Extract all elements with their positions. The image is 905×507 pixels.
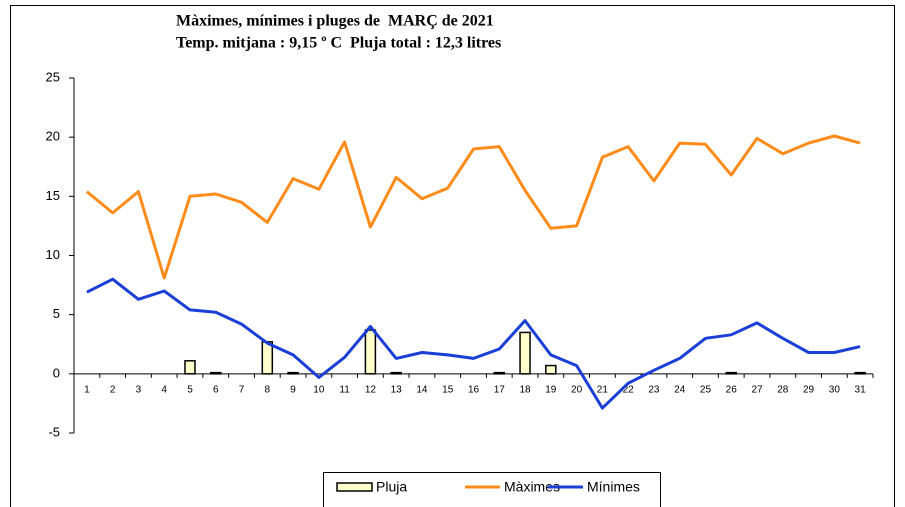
bar: [545, 364, 557, 375]
x-tick-label: 14: [416, 384, 428, 395]
x-tick-label: 13: [391, 384, 403, 395]
x-tick-label: 7: [239, 384, 245, 395]
bar: [493, 371, 506, 375]
x-tick-label: 3: [136, 384, 142, 395]
x-tick-label: 1: [84, 384, 90, 395]
bar: [287, 371, 299, 375]
x-tick-label: 4: [161, 384, 167, 395]
legend-label: Pluja: [376, 479, 407, 495]
x-tick-label: 10: [313, 384, 325, 395]
x-tick-label: 20: [571, 384, 583, 395]
x-tick-label: 9: [290, 384, 296, 395]
x-tick-label: 2: [110, 384, 116, 395]
y-tick-label: 15: [46, 188, 60, 203]
x-tick-label: 23: [648, 384, 660, 395]
bar: [184, 360, 196, 375]
bar: [854, 371, 866, 375]
x-tick-label: 22: [623, 384, 635, 395]
line: [85, 134, 861, 280]
bar: [519, 331, 531, 375]
x-tick-label: 11: [339, 384, 350, 395]
x-tick-label: 8: [265, 384, 271, 395]
bar: [210, 371, 222, 375]
x-tick-label: 30: [829, 384, 841, 395]
bar: [364, 329, 377, 375]
x-tick-label: 15: [442, 384, 454, 395]
y-tick-label: 20: [46, 129, 60, 144]
y-tick-label: 0: [53, 365, 60, 380]
chart-title: Màximes, mínimes i pluges de MARÇ de 202…: [176, 13, 494, 30]
bar: [725, 371, 737, 375]
y-tick-label: 10: [46, 247, 60, 262]
bar: [261, 341, 274, 375]
y-tick-label: -5: [48, 424, 60, 439]
x-tick-label: 24: [674, 384, 686, 395]
x-tick-label: 25: [700, 384, 712, 395]
legend-swatch: [336, 482, 373, 492]
x-tick-label: 21: [597, 384, 609, 395]
line: [86, 277, 861, 410]
legend-label: Màximes: [504, 479, 560, 495]
x-tick-label: 19: [545, 384, 557, 395]
legend-box: [323, 472, 661, 507]
x-tick-label: 28: [777, 384, 789, 395]
x-tick-label: 26: [726, 384, 738, 395]
x-tick-label: 18: [519, 384, 531, 395]
legend-label: Mínimes: [587, 479, 640, 495]
chart-subtitle: Temp. mitjana : 9,15 º C Pluja total : 1…: [176, 35, 501, 52]
x-tick-label: 17: [494, 384, 506, 395]
x-tick-label: 29: [803, 384, 815, 395]
x-tick-label: 27: [751, 384, 763, 395]
x-tick-label: 5: [187, 384, 193, 395]
x-tick-label: 12: [365, 384, 377, 395]
chart-border: [10, 5, 895, 507]
bar: [390, 371, 402, 375]
x-tick-label: 31: [855, 384, 867, 395]
y-tick-label: 25: [46, 69, 60, 84]
x-tick-label: 6: [213, 384, 219, 395]
x-tick-label: 16: [468, 384, 480, 395]
y-tick-label: 5: [53, 306, 60, 321]
